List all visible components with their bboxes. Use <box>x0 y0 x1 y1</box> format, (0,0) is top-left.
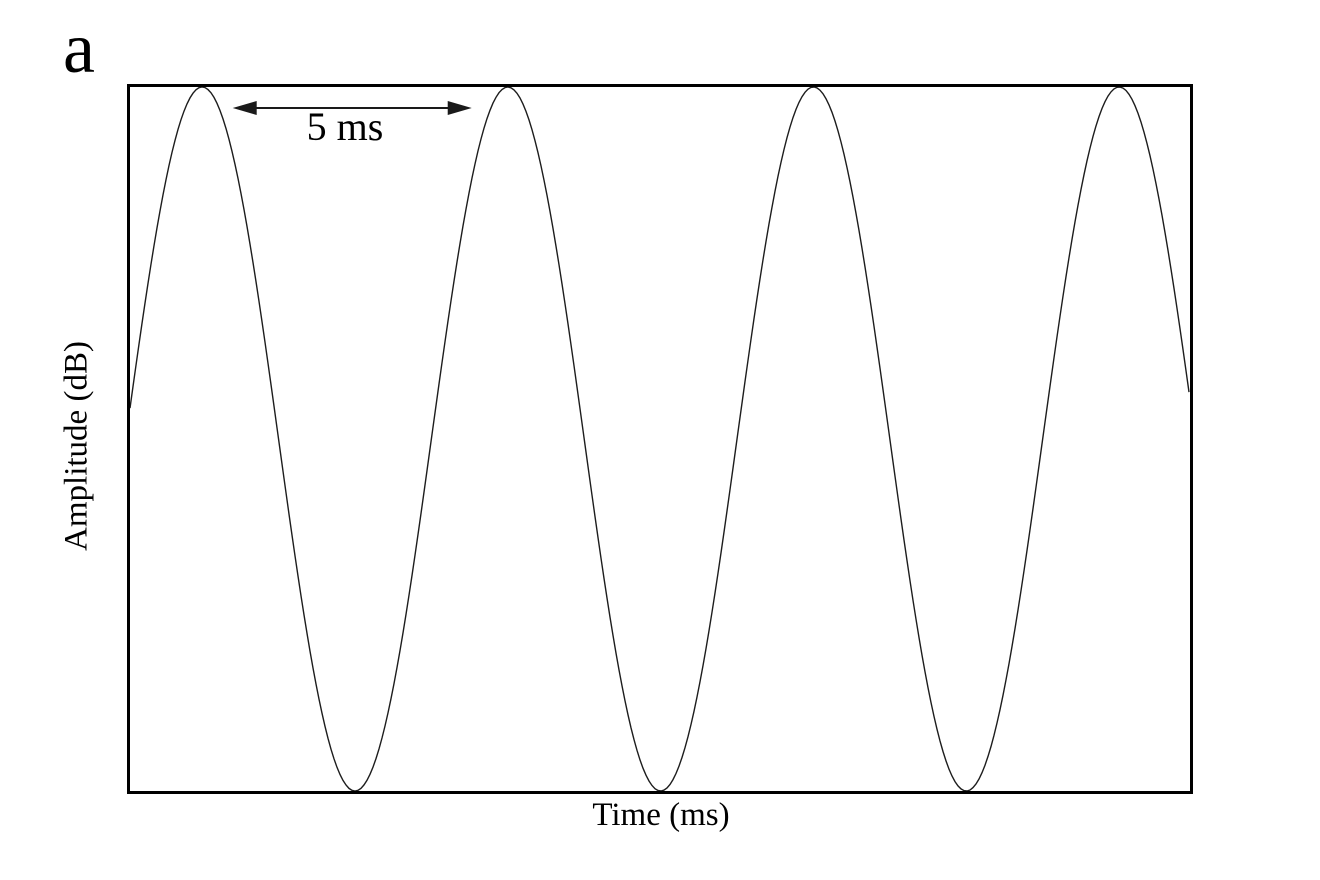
period-arrow <box>232 101 472 115</box>
arrow-head-left-icon <box>232 101 257 115</box>
panel-label: a <box>63 8 95 88</box>
sine-curve <box>130 87 1190 791</box>
x-axis-label: Time (ms) <box>592 797 730 833</box>
period-annotation-label: 5 ms <box>306 104 384 149</box>
arrow-head-right-icon <box>447 101 472 115</box>
waveform-svg <box>130 87 1190 791</box>
plot-area <box>127 84 1193 794</box>
y-axis-label: Amplitude (dB) <box>58 341 95 551</box>
